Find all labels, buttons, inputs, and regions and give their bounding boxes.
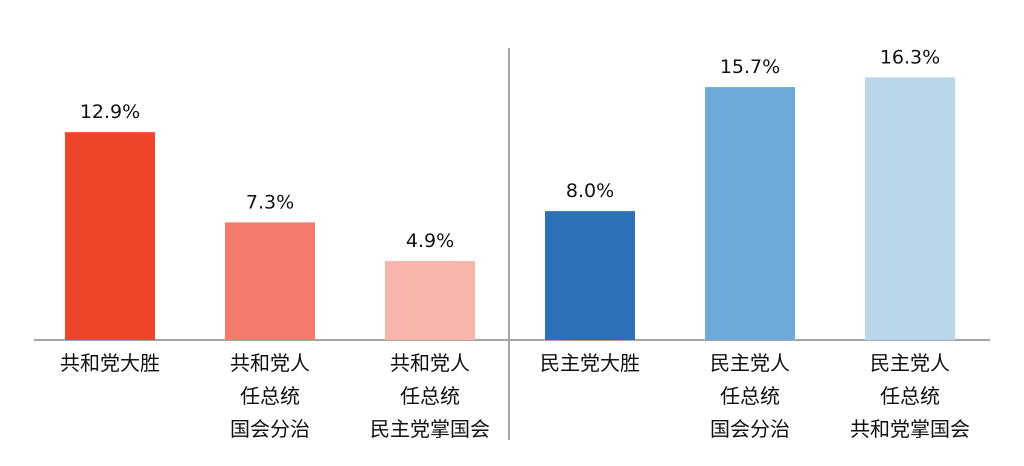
category-label-0: 共和党大胜 [60,351,160,375]
category-label-3: 民主党大胜 [540,351,640,375]
category-label-4-line-2: 国会分治 [710,417,790,441]
category-label-1-line-0: 共和党人 [230,351,310,375]
category-label-2-line-0: 共和党人 [390,351,470,375]
value-label-2: 4.9% [406,230,454,252]
bar-3 [545,211,635,340]
bar-2 [385,261,475,340]
category-label-5-line-1: 任总统 [880,384,940,408]
value-label-3: 8.0% [566,180,614,202]
bar-5 [865,77,955,340]
bar-1 [225,222,315,340]
category-label-0-line-0: 共和党大胜 [60,351,160,375]
bar-0 [65,132,155,340]
category-label-2-line-1: 任总统 [400,384,460,408]
value-label-5: 16.3% [880,46,940,68]
category-label-4: 民主党人任总统国会分治 [710,351,790,441]
value-label-1: 7.3% [246,191,294,213]
value-label-0: 12.9% [80,101,140,123]
category-label-2-line-2: 民主党掌国会 [370,417,490,441]
category-label-4-line-0: 民主党人 [710,351,790,375]
category-label-3-line-0: 民主党大胜 [540,351,640,375]
category-label-5: 民主党人任总统共和党掌国会 [850,351,970,441]
category-label-1: 共和党人任总统国会分治 [230,351,310,441]
category-label-1-line-2: 国会分治 [230,417,310,441]
category-label-2: 共和党人任总统民主党掌国会 [370,351,490,441]
category-label-5-line-0: 民主党人 [870,351,950,375]
value-label-4: 15.7% [720,56,780,78]
category-label-4-line-1: 任总统 [720,384,780,408]
category-label-5-line-2: 共和党掌国会 [850,417,970,441]
bar-4 [705,87,795,340]
category-label-1-line-1: 任总统 [240,384,300,408]
